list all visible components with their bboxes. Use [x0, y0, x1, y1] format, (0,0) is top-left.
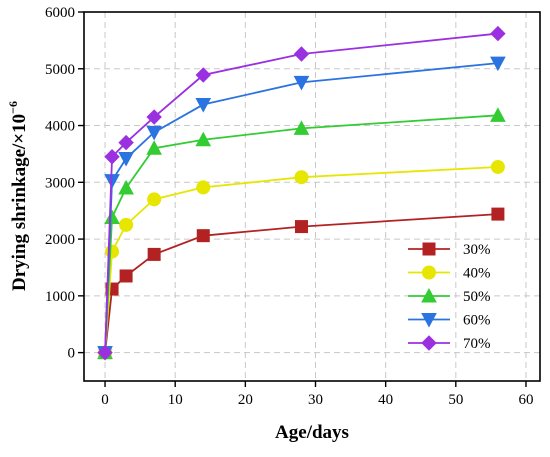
data-point — [196, 180, 211, 195]
legend-marker — [421, 335, 437, 351]
y-axis-title: Drying shrinkage/×10−6 — [6, 101, 30, 291]
data-point — [294, 170, 309, 185]
y-tick-label: 3000 — [45, 175, 75, 191]
legend-label: 50% — [463, 289, 491, 305]
x-tick-label: 20 — [238, 392, 253, 408]
legend-label: 70% — [463, 336, 491, 352]
x-tick-label: 60 — [518, 392, 533, 408]
data-point — [293, 120, 310, 135]
legend-label: 60% — [463, 313, 491, 329]
series-line — [104, 166, 498, 353]
y-tick-label: 1000 — [45, 289, 75, 305]
data-point — [294, 220, 308, 234]
legend-item: 60% — [408, 313, 491, 329]
data-point — [293, 46, 310, 62]
y-tick-label: 2000 — [45, 232, 75, 248]
data-point — [293, 75, 310, 91]
axis-ticks: 0 10 20 30 40 50 60 0 1000 2000 3000 4000 5000 6000 — [45, 5, 533, 408]
data-point — [105, 244, 120, 259]
series-5 — [97, 25, 506, 361]
legend-item: 50% — [408, 287, 491, 305]
data-point — [104, 209, 120, 225]
x-axis-title: Age/days — [275, 422, 349, 443]
data-point — [490, 159, 505, 174]
y-tick-label: 5000 — [45, 62, 75, 78]
data-point — [196, 229, 210, 243]
legend-item: 70% — [408, 335, 491, 352]
legend-marker — [421, 313, 437, 328]
series-layer — [97, 25, 506, 361]
data-point — [195, 98, 212, 113]
legend-marker — [422, 265, 436, 280]
data-point — [490, 56, 506, 72]
y-tick-label: 6000 — [45, 5, 75, 21]
plot-frame — [83, 11, 541, 382]
series-3 — [97, 107, 506, 360]
series-line — [104, 213, 498, 353]
legend: 30% 40% 50% 60% 70% — [408, 242, 491, 352]
series-line — [104, 114, 498, 353]
legend-marker — [421, 287, 437, 303]
data-point — [195, 131, 212, 147]
data-point — [490, 25, 506, 42]
data-point — [147, 247, 161, 261]
y-tick-label: 0 — [68, 346, 76, 362]
data-point — [97, 344, 113, 361]
data-point — [118, 179, 134, 195]
y-axis-title-exponent: −6 — [6, 101, 20, 114]
data-point — [491, 207, 505, 221]
data-point — [147, 192, 162, 207]
x-tick-label: 40 — [378, 392, 393, 408]
legend-item: 30% — [408, 242, 491, 258]
x-tick-label: 0 — [101, 392, 109, 408]
data-point — [195, 67, 211, 83]
data-point — [146, 125, 162, 141]
data-point — [119, 217, 134, 232]
data-point — [119, 269, 133, 283]
legend-item: 40% — [408, 265, 491, 282]
legend-label: 40% — [463, 266, 491, 282]
legend-marker — [422, 242, 436, 256]
legend-label: 30% — [463, 242, 491, 258]
series-4 — [97, 56, 506, 361]
x-tick-label: 30 — [308, 392, 323, 408]
data-point — [104, 149, 120, 165]
x-tick-label: 10 — [168, 392, 183, 408]
data-point — [118, 151, 134, 167]
series-line — [104, 62, 498, 353]
x-tick-label: 50 — [448, 392, 463, 408]
data-point — [146, 109, 162, 125]
data-point — [490, 107, 506, 122]
data-point — [118, 134, 134, 151]
y-tick-label: 4000 — [45, 119, 75, 135]
data-point — [146, 140, 162, 155]
y-axis-title-text: Drying shrinkage/×10 — [9, 114, 30, 291]
series-1 — [98, 207, 505, 360]
